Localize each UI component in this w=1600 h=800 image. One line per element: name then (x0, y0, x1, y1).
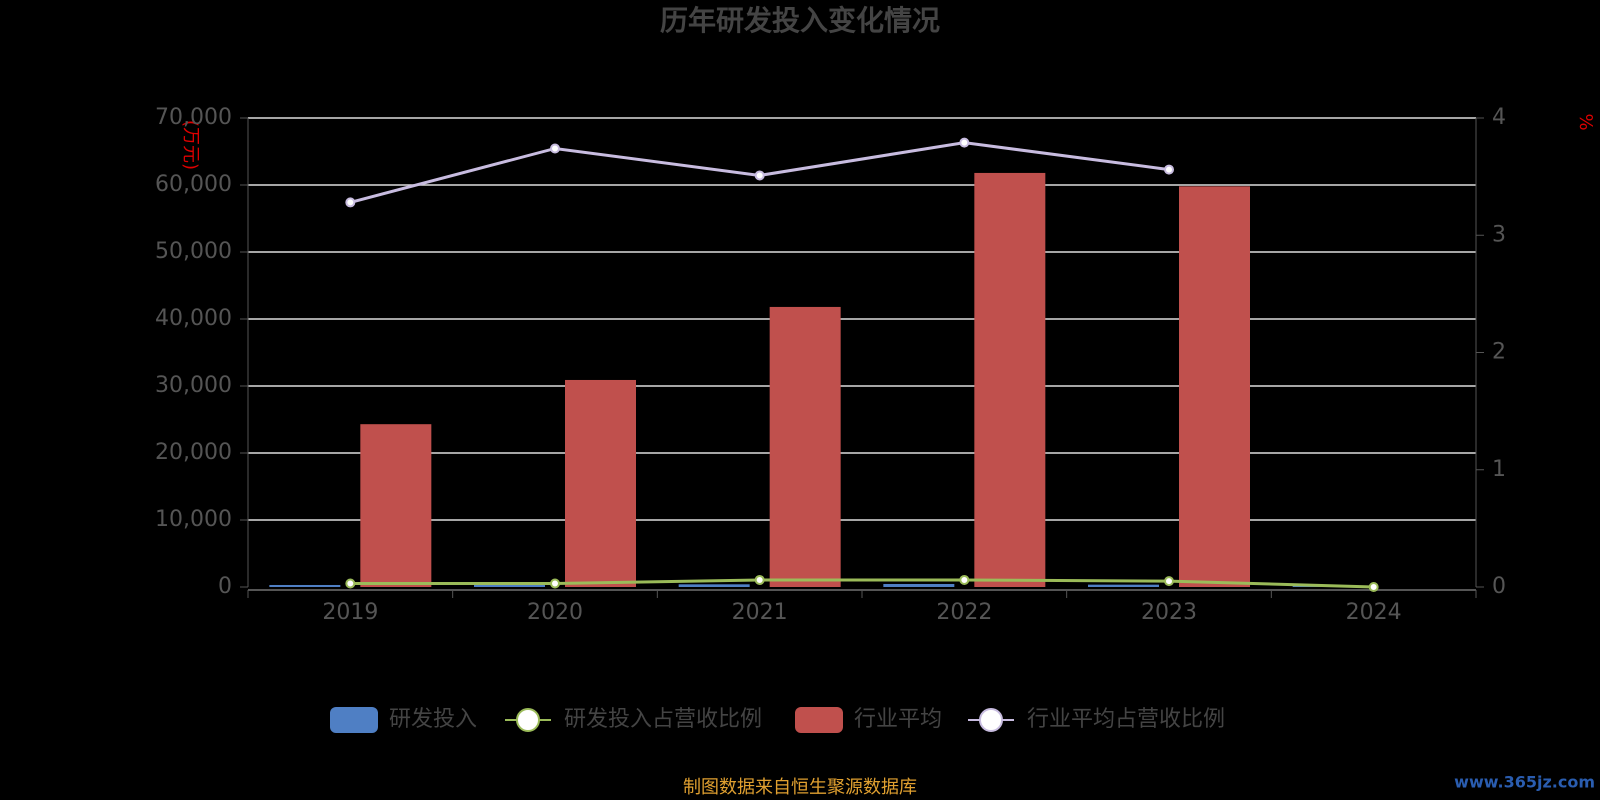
y-axis-title: (万元) (180, 120, 201, 170)
point (345, 197, 356, 208)
y2-tick-label: 2 (1492, 340, 1506, 365)
legend-swatch (516, 708, 540, 732)
x-tick-label: 2023 (1141, 600, 1197, 625)
point (754, 170, 765, 181)
bar (678, 584, 750, 587)
point (959, 137, 970, 148)
bar (974, 172, 1046, 587)
line (350, 578, 1374, 589)
x-tick-label: 2020 (527, 600, 583, 625)
bar (474, 584, 545, 587)
y2-tick-label: 0 (1492, 574, 1506, 599)
chart-title: 历年研发投入变化情况 (660, 4, 940, 37)
point (1164, 576, 1174, 587)
point (550, 578, 560, 589)
y-tick-label: 60,000 (155, 172, 232, 197)
x-tick-label: 2022 (936, 600, 992, 625)
legend-label: 行业平均 (854, 707, 942, 732)
y-tick-label: 30,000 (155, 373, 232, 398)
point (1368, 582, 1379, 592)
legend-label: 研发投入 (389, 707, 477, 732)
point (959, 574, 970, 585)
bar (565, 379, 636, 587)
y2-tick-label: 3 (1492, 222, 1506, 247)
watermark: www.365jz.com (1454, 773, 1595, 792)
legend-label: 行业平均占营收比例 (1027, 707, 1225, 732)
y-tick-label: 10,000 (155, 507, 232, 532)
legend-swatch (330, 707, 378, 733)
y-tick-label: 70,000 (155, 105, 232, 130)
bar (1179, 186, 1250, 587)
point (345, 578, 356, 589)
source-note: 制图数据来自恒生聚源数据库 (683, 777, 917, 798)
legend-swatch (979, 708, 1003, 732)
point (550, 143, 560, 154)
legend-swatch (795, 707, 843, 733)
bar (269, 584, 341, 587)
bar (883, 583, 955, 587)
bar (360, 424, 432, 587)
y-tick-label: 50,000 (155, 239, 232, 264)
point (1164, 164, 1174, 175)
y2-tick-label: 1 (1492, 457, 1506, 482)
y2-tick-label: 4 (1492, 105, 1506, 130)
bar (1088, 584, 1159, 587)
y-tick-label: 0 (218, 574, 232, 599)
y2-axis-title: % (1575, 113, 1596, 130)
bar (769, 306, 841, 587)
x-tick-label: 2024 (1346, 600, 1402, 625)
x-tick-label: 2021 (732, 600, 788, 625)
point (754, 574, 765, 585)
legend-label: 研发投入占营收比例 (564, 707, 762, 732)
x-tick-label: 2019 (322, 600, 378, 625)
y-tick-label: 40,000 (155, 306, 232, 331)
y-tick-label: 20,000 (155, 440, 232, 465)
